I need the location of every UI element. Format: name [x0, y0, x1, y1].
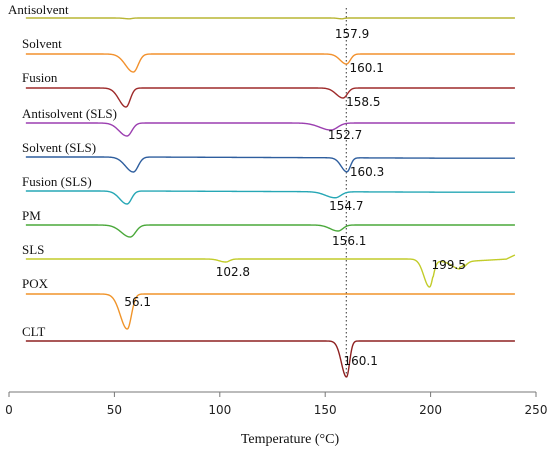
series-label: Antisolvent (SLS) [22, 106, 117, 121]
trace-antisolvent [25, 17, 516, 20]
trace-pox [25, 293, 516, 330]
x-tick-label: 0 [5, 403, 13, 417]
peak-label: 152.7 [328, 128, 362, 142]
series-label: Solvent (SLS) [22, 140, 96, 155]
series-label: Solvent [22, 36, 62, 51]
trace-pm [25, 224, 516, 238]
peak-label: 156.1 [332, 234, 366, 248]
peak-label: 154.7 [329, 199, 363, 213]
peak-label: 160.1 [349, 61, 383, 75]
x-tick-label: 100 [208, 403, 231, 417]
peak-label: 102.8 [216, 265, 250, 279]
x-tick-label: 200 [419, 403, 442, 417]
trace-solvent-sls [25, 156, 516, 173]
series-label: SLS [22, 242, 44, 257]
x-axis-title: Temperature (°C) [241, 432, 340, 447]
series-label: CLT [22, 324, 45, 339]
x-tick-label: 50 [107, 403, 122, 417]
trace-solvent [25, 53, 516, 73]
series-label: Fusion [22, 70, 58, 85]
x-tick-label: 150 [314, 403, 337, 417]
peak-label: 158.5 [346, 95, 380, 109]
series-label: Fusion (SLS) [22, 174, 92, 189]
trace-fusion [25, 87, 516, 108]
trace-sls [25, 254, 516, 288]
peak-label: 56.1 [124, 295, 151, 309]
peak-label: 157.9 [335, 27, 369, 41]
series-label: PM [22, 208, 41, 223]
peak-label: 160.3 [350, 165, 384, 179]
trace-antisolvent-sls [25, 122, 516, 137]
peak-label: 199.5 [432, 258, 466, 272]
trace-clt [25, 340, 516, 378]
peak-label: 160.1 [343, 354, 377, 368]
series-label: Antisolvent [8, 2, 69, 17]
x-tick-label: 250 [525, 403, 548, 417]
trace-fusion-sls [25, 190, 516, 205]
series-label: POX [22, 276, 49, 291]
